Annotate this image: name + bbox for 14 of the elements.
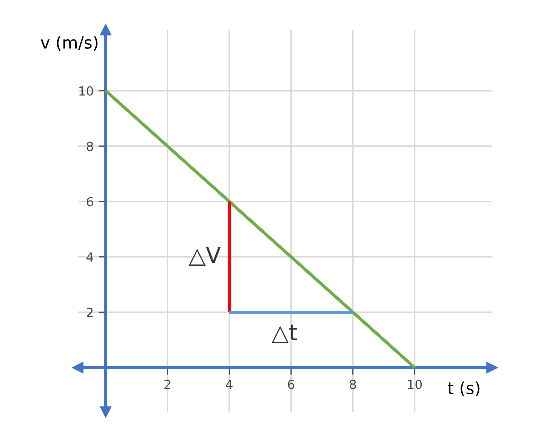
x-tick-label: 8 xyxy=(350,380,356,390)
y-tick-label: 6 xyxy=(87,197,94,207)
x-tick-label: 2 xyxy=(164,380,170,390)
annotation: △V xyxy=(188,247,222,266)
y-tick-label: 4 xyxy=(86,252,94,262)
x-axis-title: t (s) xyxy=(448,382,480,397)
x-tick-label: 4 xyxy=(226,380,233,390)
x-tick-label: 10 xyxy=(408,380,422,390)
y-tick-label: 2 xyxy=(87,308,93,318)
x-tick-label: 6 xyxy=(288,380,295,390)
y-axis-title: v (m/s) xyxy=(40,36,98,51)
y-tick-label: 8 xyxy=(87,142,94,152)
annotation: △t xyxy=(272,324,298,344)
y-tick-label: 10 xyxy=(80,86,94,96)
